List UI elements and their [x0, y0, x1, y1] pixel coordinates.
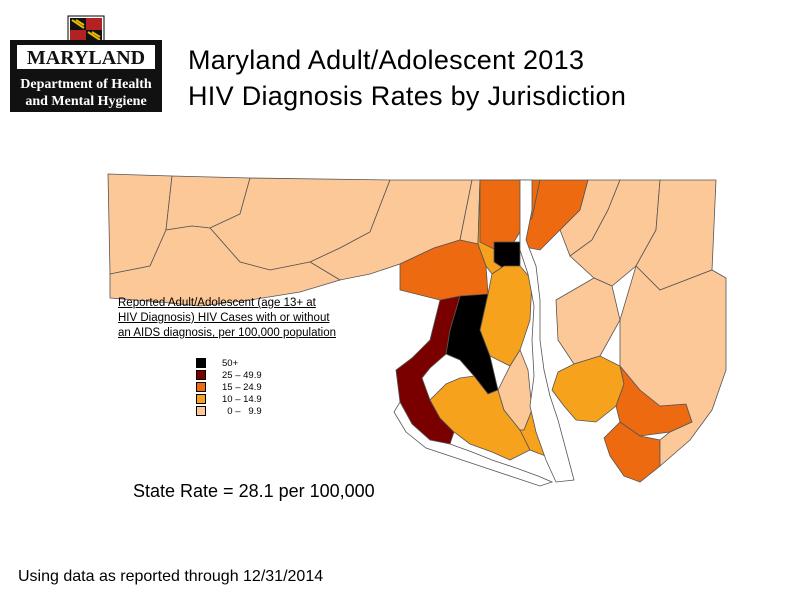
map-legend: 50+ 25 – 49.9 15 – 24.9 10 – 14.9 0 – 9.…	[196, 357, 262, 417]
legend-label: 25 – 49.9	[222, 369, 262, 381]
legend-heading: Reported Adult/Adolescent (age 13+ at HI…	[118, 296, 388, 341]
mdhmh-logo: MARYLAND Department of Health and Mental…	[10, 14, 162, 112]
county-somerset	[603, 421, 661, 483]
legend-item: 15 – 24.9	[196, 381, 262, 393]
legend-label: 15 – 24.9	[222, 381, 262, 393]
county-western-strip	[109, 225, 341, 307]
logo-agency-line1: Department of Health	[20, 77, 152, 92]
legend-heading-line: HIV Diagnosis) HIV Cases with or without	[118, 312, 330, 324]
legend-swatch	[196, 358, 206, 368]
legend-swatch	[196, 370, 206, 380]
title-line1: Maryland Adult/Adolescent 2013	[188, 45, 585, 75]
chesapeake-bay	[519, 179, 575, 483]
logo-state-text: MARYLAND	[27, 47, 145, 69]
legend-heading-line: Reported Adult/Adolescent (age 13+ at	[118, 297, 316, 309]
potomac-river	[393, 401, 554, 487]
legend-label: 10 – 14.9	[222, 393, 262, 405]
legend-swatch	[196, 406, 206, 416]
legend-item: 50+	[196, 357, 262, 369]
county-worcester	[619, 265, 727, 467]
legend-label: 50+	[222, 357, 239, 369]
legend-swatch	[196, 394, 206, 404]
legend-item: 10 – 14.9	[196, 393, 262, 405]
title-line2: HIV Diagnosis Rates by Jurisdiction	[188, 81, 627, 111]
legend-label: 0 – 9.9	[222, 405, 262, 417]
legend-item: 0 – 9.9	[196, 405, 262, 417]
logo-agency-line2: and Mental Hygiene	[25, 94, 146, 109]
county-talbot	[555, 277, 621, 365]
legend-item: 25 – 49.9	[196, 369, 262, 381]
data-footnote: Using data as reported through 12/31/201…	[18, 568, 324, 585]
legend-heading-line: an AIDS diagnosis, per 100,000 populatio…	[118, 327, 337, 339]
maryland-map	[100, 170, 740, 500]
map-title: Maryland Adult/Adolescent 2013 HIV Diagn…	[188, 42, 626, 114]
legend-swatch	[196, 382, 206, 392]
county-dorchester	[551, 355, 625, 423]
state-rate: State Rate = 28.1 per 100,000	[133, 481, 375, 501]
